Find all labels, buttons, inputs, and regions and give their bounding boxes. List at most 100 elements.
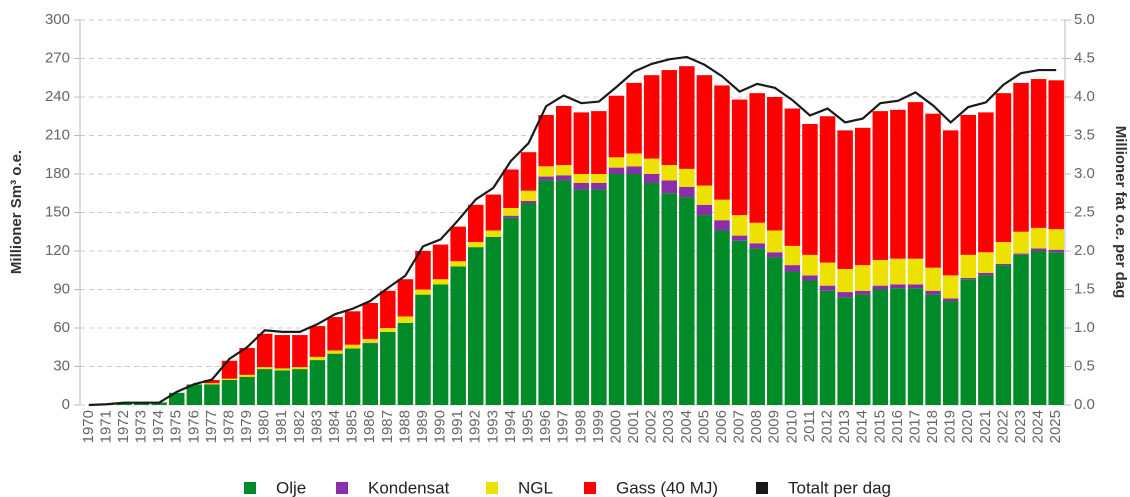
x-tick-label: 1994: [502, 410, 519, 443]
bar-segment: [626, 174, 642, 405]
bar-segment: [520, 203, 537, 405]
y-tick-label: 120: [45, 242, 70, 259]
bar-segment: [608, 174, 625, 405]
bar-segment: [960, 277, 976, 280]
bar-segment: [679, 197, 695, 405]
bar-segment: [485, 236, 502, 405]
x-tick-label: 1972: [115, 410, 132, 443]
bar-segment: [925, 290, 941, 295]
bar-segment: [380, 331, 396, 405]
bar-segment: [1013, 253, 1029, 255]
x-tick-label: 1980: [256, 410, 273, 443]
bar-segment: [731, 99, 748, 216]
legend-swatch: [244, 482, 256, 494]
bar-segment: [221, 360, 238, 379]
bar-segment: [643, 182, 660, 405]
bar-segment: [767, 252, 783, 258]
x-tick-label: 1974: [150, 410, 167, 443]
bar-segment: [555, 165, 572, 176]
bar-segment: [854, 265, 871, 291]
bar-segment: [643, 158, 660, 174]
bar-segment: [239, 376, 255, 405]
x-tick-label: 1995: [519, 410, 536, 443]
bar-segment: [714, 85, 730, 200]
bar-segment: [784, 271, 801, 405]
bar-segment: [731, 235, 748, 241]
bar-segment: [1048, 80, 1064, 230]
x-tick-label: 1978: [220, 410, 237, 443]
x-tick-label: 2023: [1012, 410, 1029, 443]
x-tick-label: 2002: [643, 410, 660, 443]
bar-segment: [819, 285, 836, 291]
bar-segment: [1013, 82, 1029, 232]
y-tick-label: 180: [45, 165, 70, 182]
x-tick-label: 2003: [660, 410, 677, 443]
bar-segment: [309, 360, 326, 405]
x-tick-label: 2001: [625, 410, 642, 443]
x-tick-label: 2012: [819, 410, 836, 443]
bar-segment: [942, 130, 959, 276]
x-tick-label: 2024: [1030, 410, 1047, 443]
y-tick-label: 210: [45, 126, 70, 143]
x-tick-label: 2007: [731, 410, 748, 443]
x-tick-label: 2025: [1047, 410, 1064, 443]
bar-segment: [995, 93, 1012, 243]
bar-segment: [890, 258, 906, 285]
y-tick-label: 30: [53, 357, 70, 374]
bar-segment: [573, 112, 590, 174]
bar-segment: [643, 174, 660, 183]
bar-segment: [960, 279, 976, 405]
x-tick-label: 1987: [379, 410, 396, 443]
bar-segment: [890, 109, 906, 259]
x-tick-label: 1986: [361, 410, 378, 443]
x-tick-label: 2018: [924, 410, 941, 443]
bar-segment: [749, 248, 765, 405]
bar-segment: [415, 289, 431, 295]
x-tick-label: 2011: [801, 410, 818, 442]
bar-segment: [362, 342, 378, 344]
bar-segment: [362, 302, 378, 339]
x-tick-label: 2008: [748, 410, 765, 443]
bar-segment: [854, 290, 871, 295]
y2-tick-label: 4.5: [1074, 49, 1095, 66]
bar-segment: [925, 267, 941, 291]
bar-segment: [819, 290, 836, 405]
legend-label: Totalt per dag: [788, 478, 891, 497]
bar-segment: [538, 176, 554, 181]
bar-segment: [890, 284, 906, 289]
legend-label: Kondensat: [368, 478, 450, 497]
bar-segment: [380, 328, 396, 332]
x-tick-label: 2017: [906, 410, 923, 443]
bar-segment: [731, 215, 748, 236]
bar-segment: [942, 301, 959, 405]
x-tick-label: 1998: [572, 410, 589, 443]
bar-segment: [344, 344, 361, 349]
bar-segment: [872, 111, 889, 260]
bar-segment: [415, 251, 431, 290]
bar-segment: [292, 335, 308, 368]
bar-segment: [995, 263, 1012, 266]
bar-segment: [309, 356, 326, 361]
y2-tick-label: 4.0: [1074, 88, 1095, 105]
bar-segment: [643, 75, 660, 159]
bar-segment: [292, 369, 308, 405]
bar-segment: [503, 217, 519, 405]
bar-segment: [274, 370, 291, 405]
bar-segment: [292, 367, 308, 370]
bar-segment: [872, 285, 889, 290]
bar-segment: [784, 108, 801, 246]
bar-segment: [1048, 229, 1064, 250]
bar-segment: [679, 168, 695, 187]
bar-segment: [802, 123, 818, 255]
y-tick-label: 300: [45, 11, 70, 28]
bar-segment: [415, 294, 431, 405]
bar-segment: [819, 116, 836, 263]
x-tick-label: 2000: [607, 410, 624, 443]
y2-tick-label: 5.0: [1074, 11, 1095, 28]
bar-segment: [661, 193, 677, 405]
bar-segment: [432, 244, 449, 280]
bar-segment: [274, 368, 291, 371]
bar-segment: [608, 95, 625, 158]
x-tick-label: 1970: [80, 410, 97, 443]
bar-segment: [960, 114, 976, 255]
